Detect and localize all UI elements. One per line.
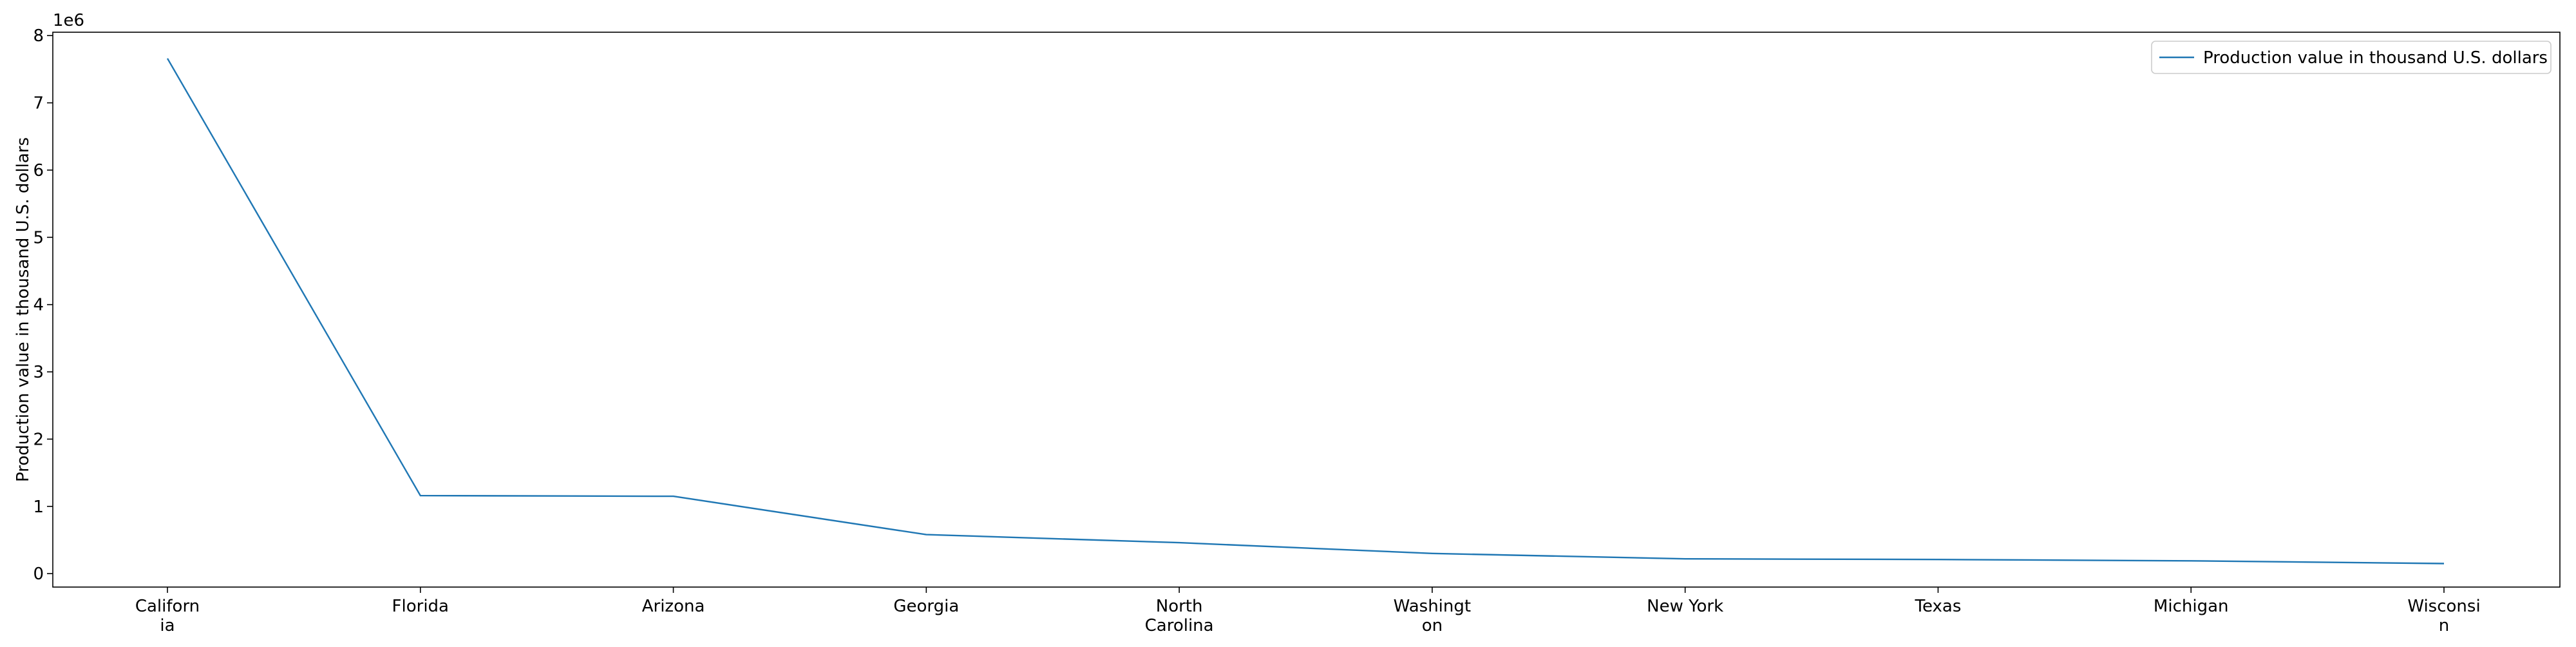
y-tick-label: 6 [33, 161, 44, 180]
y-offset-label: 1e6 [53, 11, 84, 30]
y-tick-label: 4 [33, 296, 44, 315]
y-tick-label: 0 [33, 565, 44, 584]
series-line [167, 59, 2444, 564]
x-tick-label: Texas [1915, 597, 1962, 616]
y-tick-label: 1 [33, 497, 44, 517]
x-tick-label: Washingt [1394, 597, 1471, 616]
y-tick-label: 7 [33, 94, 44, 113]
x-tick-label: n [2439, 616, 2449, 635]
x-tick-label: ia [160, 616, 175, 635]
x-tick-label: Michigan [2154, 597, 2229, 616]
y-tick-label: 3 [33, 363, 44, 382]
y-axis-label: Production value in thousand U.S. dollar… [14, 137, 33, 482]
x-tick-label: New York [1647, 597, 1723, 616]
x-tick-label: North [1156, 597, 1203, 616]
x-tick-label: Californ [135, 597, 200, 616]
x-tick-label: Georgia [893, 597, 959, 616]
x-tick-label: on [1422, 616, 1443, 635]
x-tick-label: Florida [392, 597, 449, 616]
y-tick-label: 2 [33, 430, 44, 449]
x-tick-label: Arizona [642, 597, 705, 616]
y-tick-label: 8 [33, 26, 44, 46]
plot-frame [53, 32, 2560, 587]
y-tick-label: 5 [33, 228, 44, 247]
x-tick-label: Wisconsi [2407, 597, 2480, 616]
legend-label: Production value in thousand U.S. dollar… [2203, 48, 2548, 68]
x-tick-label: Carolina [1145, 616, 1214, 635]
